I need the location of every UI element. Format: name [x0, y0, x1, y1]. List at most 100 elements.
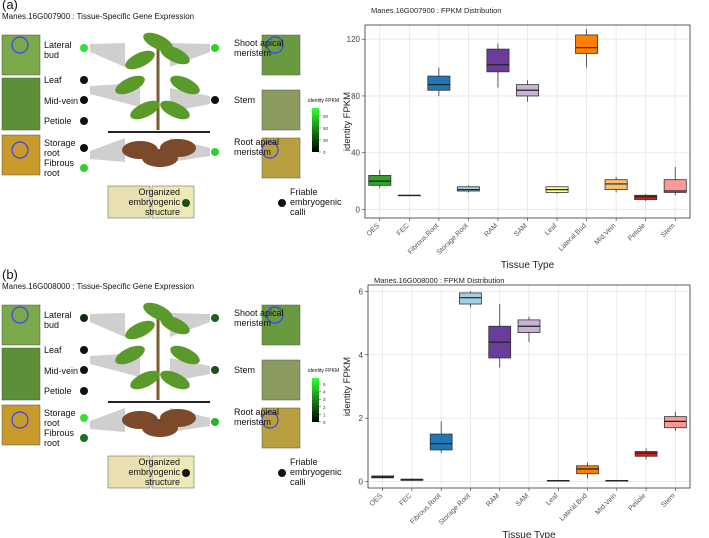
photo [1, 34, 41, 76]
legend-tick-label: 90 [323, 114, 329, 119]
y-axis-label: identity FPKM [342, 357, 353, 416]
tissue-dot [80, 434, 88, 442]
legend-title: identity FPKM [308, 98, 340, 104]
x-tick-label: Petiole [627, 222, 647, 242]
x-tick-label: Storage.Root [436, 222, 470, 256]
plant-leaf [115, 75, 145, 95]
x-tick-label: Stem [660, 492, 677, 509]
tissue-dot [182, 469, 190, 477]
x-tick-label: Lateral.Bud [559, 492, 589, 522]
box [634, 194, 658, 200]
tissue-label: Fibrous root [44, 158, 75, 178]
tissue-label: Root apical meristem [234, 137, 280, 157]
photo-highlight [11, 36, 29, 54]
tissue-dot [80, 314, 88, 322]
tissue-dot [80, 117, 88, 125]
tissue-label: Shoot apical meristem [234, 308, 284, 328]
tissue-label: Storage root [44, 408, 76, 428]
x-tick-label: SAM [513, 222, 529, 238]
tissue-dot [80, 44, 88, 52]
box [663, 416, 687, 429]
tissue-label: Mid-vein [44, 96, 79, 106]
tissue-dot [278, 469, 286, 477]
tissue-label: Organized embryogenic structure [128, 187, 180, 217]
tissue-label: Lateral bud [44, 310, 72, 330]
photo [261, 89, 301, 131]
x-tick-label: FEC [396, 222, 411, 237]
y-tick-label: 40 [351, 149, 360, 158]
y-axis-label: identity FPKM [342, 92, 353, 151]
photo [1, 347, 41, 401]
legend-tick-label: 4 [323, 390, 326, 395]
box [663, 179, 687, 193]
legend-tick-label: 30 [323, 138, 329, 143]
tissue-label: Fibrous root [44, 428, 75, 448]
tissue-label: Organized embryogenic structure [128, 457, 180, 487]
tissue-label: Root apical meristem [234, 407, 280, 427]
tissue-dot [278, 199, 286, 207]
y-tick-label: 2 [359, 414, 364, 423]
panel-label: (b) [2, 267, 18, 282]
tissue-dot [182, 199, 190, 207]
tissue-label: Mid-vein [44, 366, 79, 376]
y-tick-label: 0 [356, 205, 361, 214]
plant-leaf [130, 100, 160, 120]
panel-label: (a) [2, 0, 18, 12]
box [459, 292, 482, 305]
tissue-label: Petiole [44, 116, 72, 126]
tissue-dot [80, 366, 88, 374]
legend-tick-label: 1 [323, 412, 326, 417]
x-tick-label: Leaf [545, 492, 560, 507]
y-tick-label: 0 [359, 478, 364, 487]
tuber [160, 139, 196, 157]
tissue-label: Stem [234, 95, 256, 105]
photo-highlight [261, 411, 279, 429]
plant-leaf [130, 370, 160, 390]
photo [1, 77, 41, 131]
box [575, 34, 599, 54]
tissue-label: Shoot apical meristem [234, 38, 284, 58]
tissue-dot [80, 346, 88, 354]
x-tick-label: OES [369, 492, 385, 508]
connector [90, 408, 125, 432]
plant-leaf [143, 32, 173, 52]
diagram-title: Manes.16G007900 : Tissue-Specific Gene E… [2, 12, 195, 21]
photo-highlight [11, 141, 29, 159]
tissue-dot [80, 96, 88, 104]
plant-leaf [160, 100, 190, 120]
y-tick-label: 120 [347, 35, 361, 44]
x-tick-label: Stem [660, 222, 677, 239]
box [486, 48, 510, 73]
tissue-label: Petiole [44, 386, 72, 396]
tissue-dot [80, 144, 88, 152]
box [427, 75, 451, 91]
plant-leaf [143, 302, 173, 322]
tissue-dot [80, 414, 88, 422]
x-tick-label: RAM [483, 222, 499, 238]
x-axis-label: Tissue Type [501, 260, 555, 271]
legend-tick-label: 60 [323, 126, 329, 131]
photo [1, 134, 41, 176]
tissue-label: Friable embryogenic calli [290, 187, 342, 217]
photo [1, 304, 41, 346]
tissue-dot [211, 148, 219, 156]
tissue-label: Storage root [44, 138, 76, 158]
box [456, 186, 480, 192]
plant-leaf [125, 50, 155, 70]
photo-highlight [261, 141, 279, 159]
plant-leaf [125, 320, 155, 340]
connector [90, 313, 125, 337]
tissue-label: Leaf [44, 345, 62, 355]
plant-leaf [170, 75, 200, 95]
connector [90, 43, 125, 67]
tuber [160, 409, 196, 427]
photo-highlight [11, 306, 29, 324]
chart-title: Manes.16G008000 : FPKM Distribution [374, 276, 504, 285]
tissue-dot [80, 76, 88, 84]
tissue-label: Friable embryogenic calli [290, 457, 342, 487]
legend-tick-label: 2 [323, 405, 326, 410]
tissue-dot [211, 366, 219, 374]
connector [90, 138, 125, 162]
